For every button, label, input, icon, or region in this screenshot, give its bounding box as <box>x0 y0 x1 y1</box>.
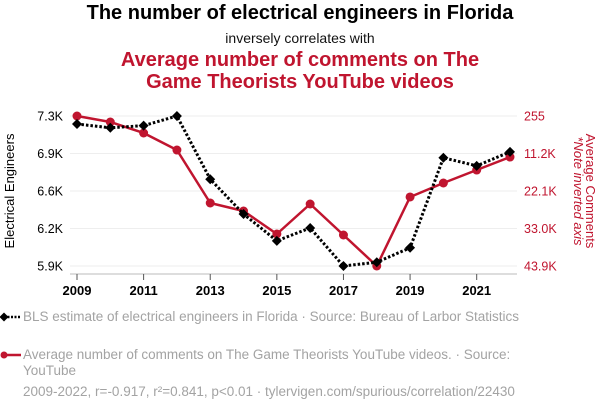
left-y-ticks: 7.3K 6.9K 6.6K 6.2K 5.9K <box>37 110 63 274</box>
chart-title-secondary: Average number of comments on The Game T… <box>120 49 480 93</box>
chart-footer-stats: 2009-2022, r=-0.917, r²=0.841, p<0.01 · … <box>23 384 515 399</box>
right-y-tick-label: 255 <box>524 110 545 124</box>
right-y-tick-label: 33.0K <box>524 222 557 236</box>
gridlines <box>70 115 517 267</box>
left-y-tick-label: 5.9K <box>37 260 63 274</box>
comments-data-point <box>438 178 448 188</box>
comments-data-point <box>405 192 415 202</box>
comments-data-point <box>139 128 149 138</box>
engineers-data-point <box>72 119 82 130</box>
engineers-data-point <box>205 174 216 185</box>
engineers-data-point <box>505 146 515 157</box>
series-engineers <box>72 111 515 271</box>
left-axis-label: Electrical Engineers <box>2 133 17 248</box>
engineers-data-point <box>471 160 482 171</box>
right-y-tick-label: 43.9K <box>524 260 557 274</box>
legend-label-engineers: BLS estimate of electrical engineers in … <box>23 309 519 324</box>
engineers-data-point <box>138 120 149 131</box>
left-y-tick-label: 6.6K <box>37 185 63 199</box>
engineers-data-point <box>338 261 349 271</box>
engineers-data-point <box>405 242 416 253</box>
engineers-data-point <box>305 222 316 233</box>
x-tick-label: 2019 <box>396 283 425 298</box>
left-y-tick-label: 6.2K <box>37 222 63 236</box>
x-tick-label: 2009 <box>63 283 92 298</box>
x-tick-label: 2013 <box>196 283 225 298</box>
right-y-ticks: 255 11.2K 22.1K 33.0K 43.9K <box>524 110 557 274</box>
x-ticks: 2009 2011 2013 2015 2017 2019 2021 <box>63 274 491 298</box>
right-axis-label: Average Comments <box>583 134 598 249</box>
x-tick-label: 2017 <box>329 283 358 298</box>
engineers-data-point <box>271 235 282 246</box>
comments-data-point <box>105 117 115 127</box>
right-y-tick-label: 22.1K <box>524 185 557 199</box>
engineers-data-point <box>438 152 449 163</box>
left-y-tick-label: 6.9K <box>37 147 63 161</box>
comments-data-point <box>172 145 182 155</box>
comments-data-point <box>505 152 515 162</box>
comments-data-point <box>205 198 215 208</box>
circle-line-legend-icon <box>0 351 21 359</box>
comments-data-point <box>72 111 82 121</box>
chart-title: The number of electrical engineers in Fl… <box>86 2 514 24</box>
comments-data-point <box>338 230 348 240</box>
x-tick-label: 2021 <box>462 283 491 298</box>
dotted-diamond-legend-icon <box>0 312 21 322</box>
engineers-data-point <box>171 111 182 121</box>
x-tick-label: 2011 <box>130 283 158 298</box>
comments-line <box>76 114 511 268</box>
chart-subtitle: inversely correlates with <box>225 30 375 46</box>
right-axis-note: *Note inverted axis <box>571 136 586 246</box>
engineers-data-point <box>105 122 116 133</box>
right-y-tick-label: 11.2K <box>524 147 556 161</box>
engineers-data-point <box>238 209 249 220</box>
left-y-tick-label: 7.3K <box>37 110 63 124</box>
line-chart: 2009 2011 2013 2015 2017 2019 2021 7.3K 6.9K 6.6… <box>2 110 598 299</box>
comments-data-point <box>272 229 282 239</box>
engineers-line <box>76 114 511 268</box>
legend-label-comments: Average number of comments on The Game T… <box>23 347 511 378</box>
x-tick-label: 2015 <box>262 283 291 298</box>
comments-data-point <box>305 199 315 209</box>
engineers-data-point <box>371 257 382 268</box>
